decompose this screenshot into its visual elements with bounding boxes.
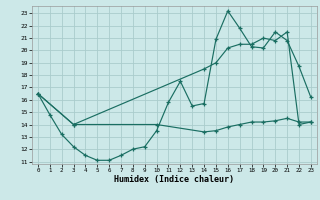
X-axis label: Humidex (Indice chaleur): Humidex (Indice chaleur) xyxy=(115,175,234,184)
